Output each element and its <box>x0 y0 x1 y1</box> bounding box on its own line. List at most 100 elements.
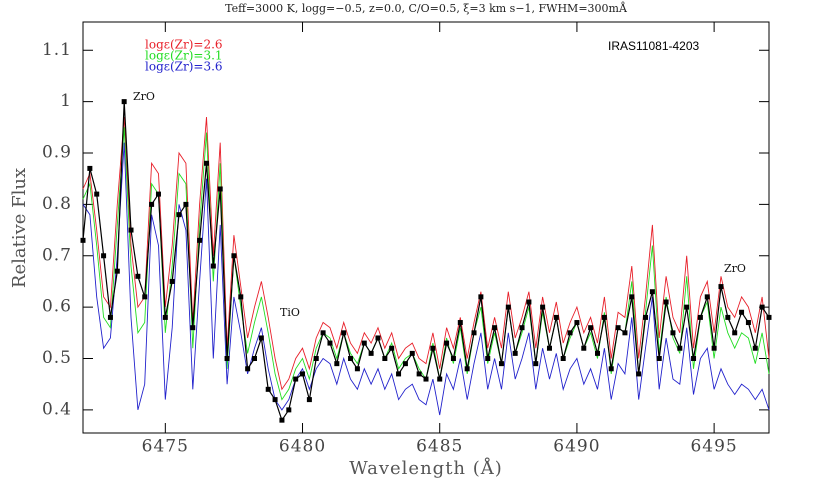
observed-point <box>361 340 367 346</box>
annotation: IRAS11081-4203 <box>608 39 700 53</box>
observed-point <box>684 304 690 310</box>
observed-point <box>149 201 155 207</box>
model-line <box>82 116 770 391</box>
observed-line <box>82 101 770 422</box>
observed-point <box>252 356 257 362</box>
observed-point <box>540 304 546 310</box>
observed-point <box>656 356 662 362</box>
observed-point <box>368 350 374 356</box>
observed-point <box>732 330 738 336</box>
y-tick-label: 0.6 <box>42 297 72 317</box>
observed-point <box>663 299 669 305</box>
observed-point <box>354 366 360 372</box>
y-tick-label: 1 <box>60 91 72 111</box>
observed-point <box>739 309 745 315</box>
observed-point <box>409 350 415 356</box>
observed-point <box>588 325 594 331</box>
observed-point <box>608 366 614 372</box>
observed-point <box>464 366 470 372</box>
observed-point <box>224 356 230 362</box>
legend-entry: logε(Zr)=3.6 <box>145 60 223 74</box>
observed-point <box>595 350 600 356</box>
chart-title: Teff=3000 K, logg=−0.5, z=0.0, C/O=0.5, … <box>225 1 628 15</box>
y-axis-label: Relative Flux <box>9 168 30 288</box>
observed-point <box>382 356 388 362</box>
y-tick-label: 0.4 <box>42 399 72 419</box>
observed-point <box>375 335 381 341</box>
observed-point <box>203 160 209 166</box>
observed-point <box>320 330 326 336</box>
observed-point <box>300 371 306 377</box>
observed-point <box>176 212 182 218</box>
observed-point <box>183 201 189 207</box>
observed-point <box>697 314 703 320</box>
observed-point <box>560 356 566 362</box>
observed-point <box>135 273 141 279</box>
observed-point <box>649 289 655 295</box>
observed-point <box>581 345 587 351</box>
x-tick-label: 6485 <box>416 437 463 457</box>
observed-point <box>272 397 278 403</box>
observed-point <box>396 371 402 377</box>
observed-point <box>492 325 498 331</box>
observed-point <box>94 191 100 197</box>
y-tick-label: 1.1 <box>42 40 72 60</box>
observed-point <box>574 320 580 326</box>
observed-point <box>293 376 299 382</box>
x-tick-label: 6480 <box>279 437 326 457</box>
legend-entry: logε(Zr)=3.1 <box>145 49 223 63</box>
observed-point <box>430 345 436 351</box>
observed-point <box>601 314 607 320</box>
observed-point <box>238 294 244 300</box>
observed-point <box>629 294 635 300</box>
y-tick-label: 0.5 <box>42 348 72 368</box>
observed-point <box>121 99 127 105</box>
x-tick-label: 6495 <box>690 437 737 457</box>
observed-point <box>505 304 511 310</box>
observed-point <box>519 325 525 331</box>
observed-point <box>265 386 271 392</box>
observed-point <box>245 366 251 372</box>
observed-point <box>286 407 292 413</box>
observed-point <box>444 340 450 346</box>
observed-point <box>725 314 731 320</box>
observed-point <box>114 268 120 274</box>
observed-point <box>752 345 758 351</box>
x-axis-label: Wavelength (Å) <box>349 457 503 479</box>
observed-point <box>512 350 518 356</box>
observed-point <box>457 320 463 326</box>
observed-point <box>389 345 395 351</box>
observed-point <box>643 314 649 320</box>
annotation: ZrO <box>724 262 746 275</box>
plot-frame <box>82 21 770 434</box>
observed-point <box>416 371 422 377</box>
observed-point <box>169 278 175 284</box>
observed-point <box>553 314 559 320</box>
observed-point <box>718 284 724 290</box>
observed-point <box>210 263 216 269</box>
observed-point <box>711 345 717 351</box>
annotation: TiO <box>280 306 300 319</box>
observed-point <box>101 253 107 259</box>
observed-point <box>142 294 148 300</box>
observed-point <box>478 294 484 300</box>
y-tick-label: 0.7 <box>42 245 72 265</box>
observed-point <box>327 340 333 346</box>
x-tick-label: 6475 <box>142 437 189 457</box>
observed-point <box>533 361 539 367</box>
annotation: ZrO <box>133 90 155 103</box>
observed-point <box>450 356 456 362</box>
observed-point <box>615 325 621 331</box>
observed-point <box>197 237 203 243</box>
observed-point <box>745 320 751 326</box>
observed-point <box>691 356 697 362</box>
legend-entry: logε(Zr)=2.6 <box>145 38 223 52</box>
observed-point <box>471 330 477 336</box>
observed-point <box>437 376 443 382</box>
x-tick-label: 6490 <box>553 437 600 457</box>
observed-point <box>162 314 168 320</box>
observed-point <box>80 237 86 243</box>
y-tick-label: 0.8 <box>42 194 72 214</box>
observed-point <box>217 186 223 192</box>
